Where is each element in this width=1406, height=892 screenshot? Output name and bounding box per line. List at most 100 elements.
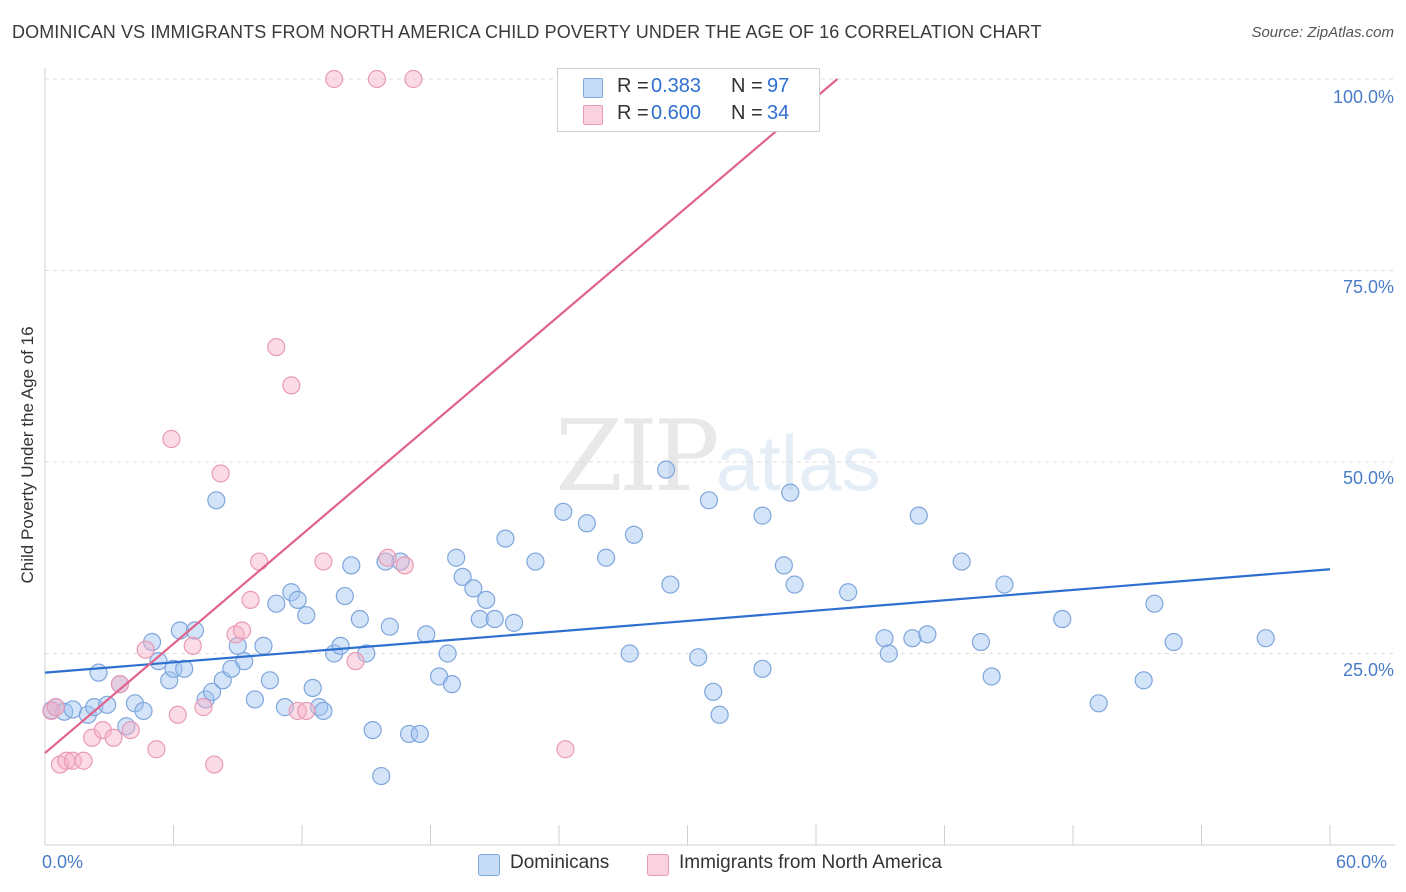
data-point-blue	[710, 705, 729, 724]
data-point-pink	[168, 705, 187, 724]
data-point-blue	[417, 625, 436, 644]
legend-swatch-blue	[583, 78, 603, 98]
data-point-blue	[464, 579, 483, 598]
data-point-pink	[367, 69, 387, 89]
data-point-pink	[147, 740, 166, 759]
data-point-blue	[952, 552, 971, 571]
data-point-blue	[314, 701, 333, 721]
data-point-blue	[89, 663, 108, 682]
data-point-blue	[477, 590, 496, 609]
trend-line-blue	[44, 568, 1331, 674]
data-point-blue	[526, 552, 545, 571]
chart-title: DOMINICAN VS IMMIGRANTS FROM NORTH AMERI…	[12, 22, 1042, 42]
data-point-blue	[1053, 609, 1072, 629]
data-point-blue	[1164, 632, 1183, 652]
data-point-blue	[410, 724, 429, 744]
data-point-blue	[597, 548, 616, 567]
data-point-blue	[297, 606, 316, 625]
data-point-blue	[175, 659, 194, 678]
data-point-pink	[74, 751, 93, 770]
data-point-blue	[689, 648, 708, 667]
data-point-pink	[297, 701, 316, 721]
data-point-pink	[556, 740, 575, 759]
data-point-blue	[372, 766, 391, 786]
data-point-pink	[282, 376, 301, 395]
y-tick-label-100: 100.0%	[1332, 87, 1394, 107]
data-point-pink	[250, 552, 269, 571]
data-point-blue	[363, 720, 382, 740]
data-point-blue	[1134, 671, 1153, 690]
y-tick-label-50: 50.0%	[1342, 468, 1394, 488]
data-point-blue	[399, 724, 419, 744]
data-point-blue	[785, 575, 804, 594]
watermark-atlas: atlas	[715, 419, 881, 507]
data-point-blue	[699, 491, 719, 510]
data-point-pink	[183, 636, 202, 655]
data-point-blue	[971, 632, 991, 652]
data-point-pink	[205, 755, 224, 774]
legend-r-value: 0.600	[651, 102, 702, 124]
data-point-pink	[211, 464, 230, 483]
data-point-blue	[909, 506, 928, 525]
watermark: ZIPatlas	[555, 400, 881, 514]
bottom-legend-swatch-blue	[478, 854, 500, 876]
data-point-blue	[470, 609, 489, 629]
data-point-blue	[254, 636, 273, 655]
data-point-blue	[442, 675, 462, 694]
data-point-blue	[485, 609, 504, 629]
data-point-pink	[241, 590, 260, 609]
y-tick-label-75: 75.0%	[1342, 277, 1394, 297]
data-point-blue	[918, 625, 937, 644]
data-point-blue	[447, 548, 466, 567]
data-point-pink	[325, 69, 344, 89]
data-point-blue	[207, 491, 226, 510]
data-point-blue	[504, 613, 524, 632]
legend-n-label: N =	[731, 75, 763, 97]
data-point-pink	[63, 751, 82, 770]
y-tick-label-25: 25.0%	[1342, 660, 1394, 680]
data-point-blue	[438, 644, 457, 663]
data-point-blue	[303, 678, 322, 698]
data-point-pink	[104, 728, 123, 747]
source-label: Source: ZipAtlas.com	[1251, 24, 1394, 41]
legend-n-label: N =	[731, 102, 763, 124]
bottom-legend-label: Dominicans	[510, 852, 610, 873]
data-point-blue	[577, 514, 596, 533]
data-point-blue	[1089, 694, 1108, 713]
data-point-blue	[781, 483, 800, 502]
data-point-blue	[995, 575, 1014, 594]
correlation-legend: R = 0.383 N = 97 R = 0.600 N = 34	[557, 68, 820, 132]
bottom-legend-swatch-pink	[647, 854, 669, 876]
data-point-blue	[982, 667, 1001, 686]
data-point-blue	[380, 617, 399, 636]
data-point-blue	[624, 525, 644, 544]
data-point-pink	[267, 338, 286, 357]
data-point-blue	[160, 671, 179, 690]
data-point-blue	[554, 502, 573, 521]
data-point-blue	[164, 659, 183, 678]
data-point-pink	[395, 556, 414, 575]
legend-r-value: 0.383	[651, 75, 702, 97]
data-point-blue	[661, 575, 680, 594]
legend-r-label: R =	[617, 75, 649, 97]
data-point-blue	[1256, 629, 1275, 648]
data-point-pink	[346, 652, 365, 671]
data-point-pink	[121, 720, 140, 740]
data-point-blue	[288, 590, 307, 609]
data-point-pink	[404, 69, 423, 89]
data-point-blue	[753, 659, 772, 678]
data-point-blue	[134, 701, 153, 721]
data-point-blue	[875, 629, 894, 648]
data-point-blue	[185, 621, 205, 640]
data-point-blue	[342, 556, 361, 575]
data-point-blue	[260, 671, 279, 690]
data-point-blue	[620, 644, 639, 663]
data-point-blue	[453, 567, 472, 587]
data-point-blue	[704, 682, 723, 701]
watermark-zip: ZIP	[555, 400, 720, 514]
legend-r-label: R =	[617, 102, 649, 124]
data-point-blue	[331, 636, 350, 655]
data-point-blue	[98, 695, 117, 714]
data-point-blue	[753, 506, 772, 525]
